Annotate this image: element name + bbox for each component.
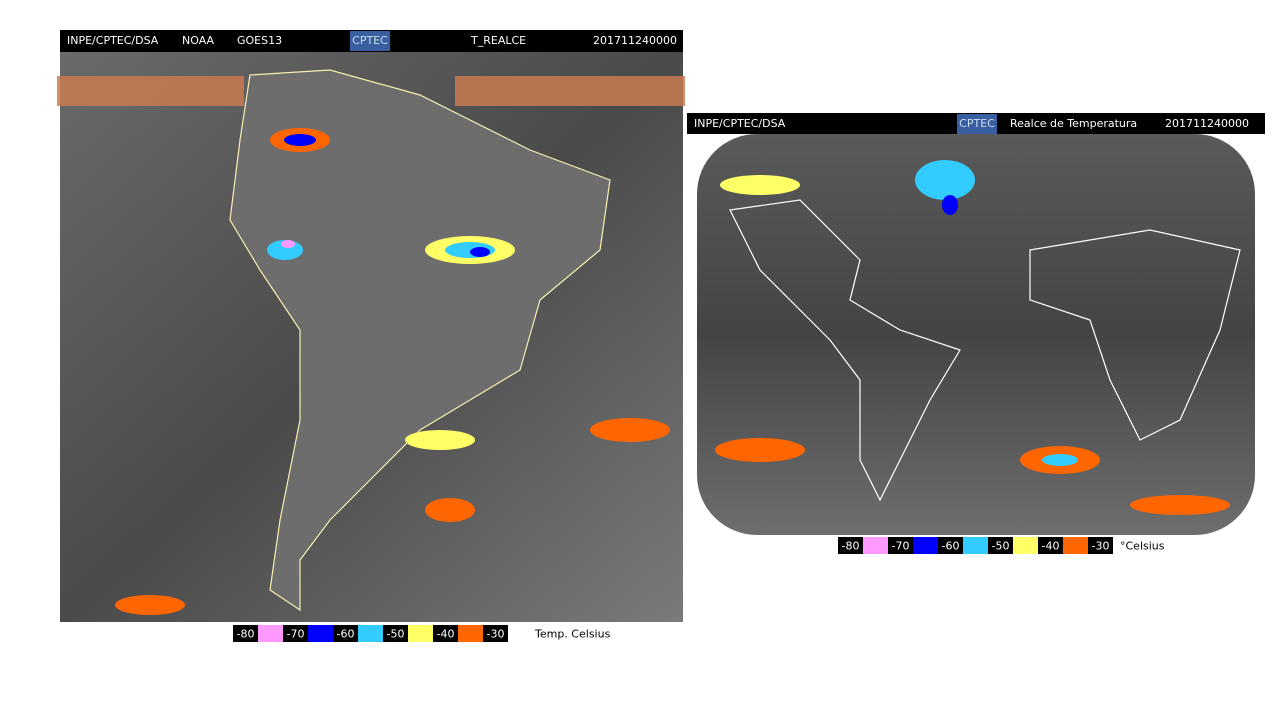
legend-label-box — [283, 625, 308, 642]
header-text: GOES13 — [237, 34, 282, 47]
legend-label: -30 — [487, 628, 505, 641]
legend-label: -50 — [387, 628, 405, 641]
left-panel: INPE/CPTEC/DSA NOAA GOES13 CPTEC T_REALCE 201… — [67, 31, 677, 642]
legend-label-box — [483, 625, 508, 642]
header-text: 201711240000 — [1165, 117, 1249, 130]
legend-label: -30 — [1092, 540, 1110, 553]
legend-swatch — [308, 625, 333, 642]
legend-label: -80 — [237, 628, 255, 641]
legend-label-box — [1038, 537, 1063, 554]
header-text: INPE/CPTEC/DSA — [67, 34, 159, 47]
logo — [957, 114, 997, 134]
header-text: NOAA — [182, 34, 215, 47]
legend-swatch — [458, 625, 483, 642]
legend-label: -50 — [992, 540, 1010, 553]
cloud-tops — [715, 160, 1230, 515]
legend-label-box — [333, 625, 358, 642]
logo-text: CPTEC — [959, 117, 995, 130]
legend-swatch — [258, 625, 283, 642]
legend-label-box — [988, 537, 1013, 554]
legend-label-box — [838, 537, 863, 554]
header-text: 201711240000 — [593, 34, 677, 47]
legend-label: -70 — [892, 540, 910, 553]
legend-label: -80 — [842, 540, 860, 553]
header-text: INPE/CPTEC/DSA — [694, 117, 786, 130]
logo-text: CPTEC — [352, 34, 388, 47]
legend-swatch — [358, 625, 383, 642]
right-panel: INPE/CPTEC/DSA CPTEC Realce de Temperatura… — [694, 114, 1249, 554]
legend-unit: °Celsius — [1120, 540, 1165, 553]
legend-label-box — [1088, 537, 1113, 554]
legend-label: -60 — [942, 540, 960, 553]
legend-label: -70 — [287, 628, 305, 641]
legend-label-box — [888, 537, 913, 554]
continent-outline — [729, 199, 1241, 502]
legend-swatch — [913, 537, 938, 554]
logo — [350, 31, 390, 51]
legend-swatch — [1063, 537, 1088, 554]
legend-label-box — [433, 625, 458, 642]
legend-label-box — [233, 625, 258, 642]
legend-swatch — [963, 537, 988, 554]
satellite-image — [697, 134, 1255, 535]
legend-label: -40 — [1042, 540, 1060, 553]
legend-unit: Temp. Celsius — [534, 628, 611, 641]
header-text: Realce de Temperatura — [1010, 117, 1137, 130]
legend-swatch — [408, 625, 433, 642]
legend-swatch — [863, 537, 888, 554]
cloud-tops — [115, 128, 670, 615]
header-text: T_REALCE — [470, 34, 526, 47]
legend-label-box — [383, 625, 408, 642]
legend-swatch — [1013, 537, 1038, 554]
legend-label: -60 — [337, 628, 355, 641]
legend-label: -40 — [437, 628, 455, 641]
legend-label-box — [938, 537, 963, 554]
continent-outline — [229, 69, 611, 612]
